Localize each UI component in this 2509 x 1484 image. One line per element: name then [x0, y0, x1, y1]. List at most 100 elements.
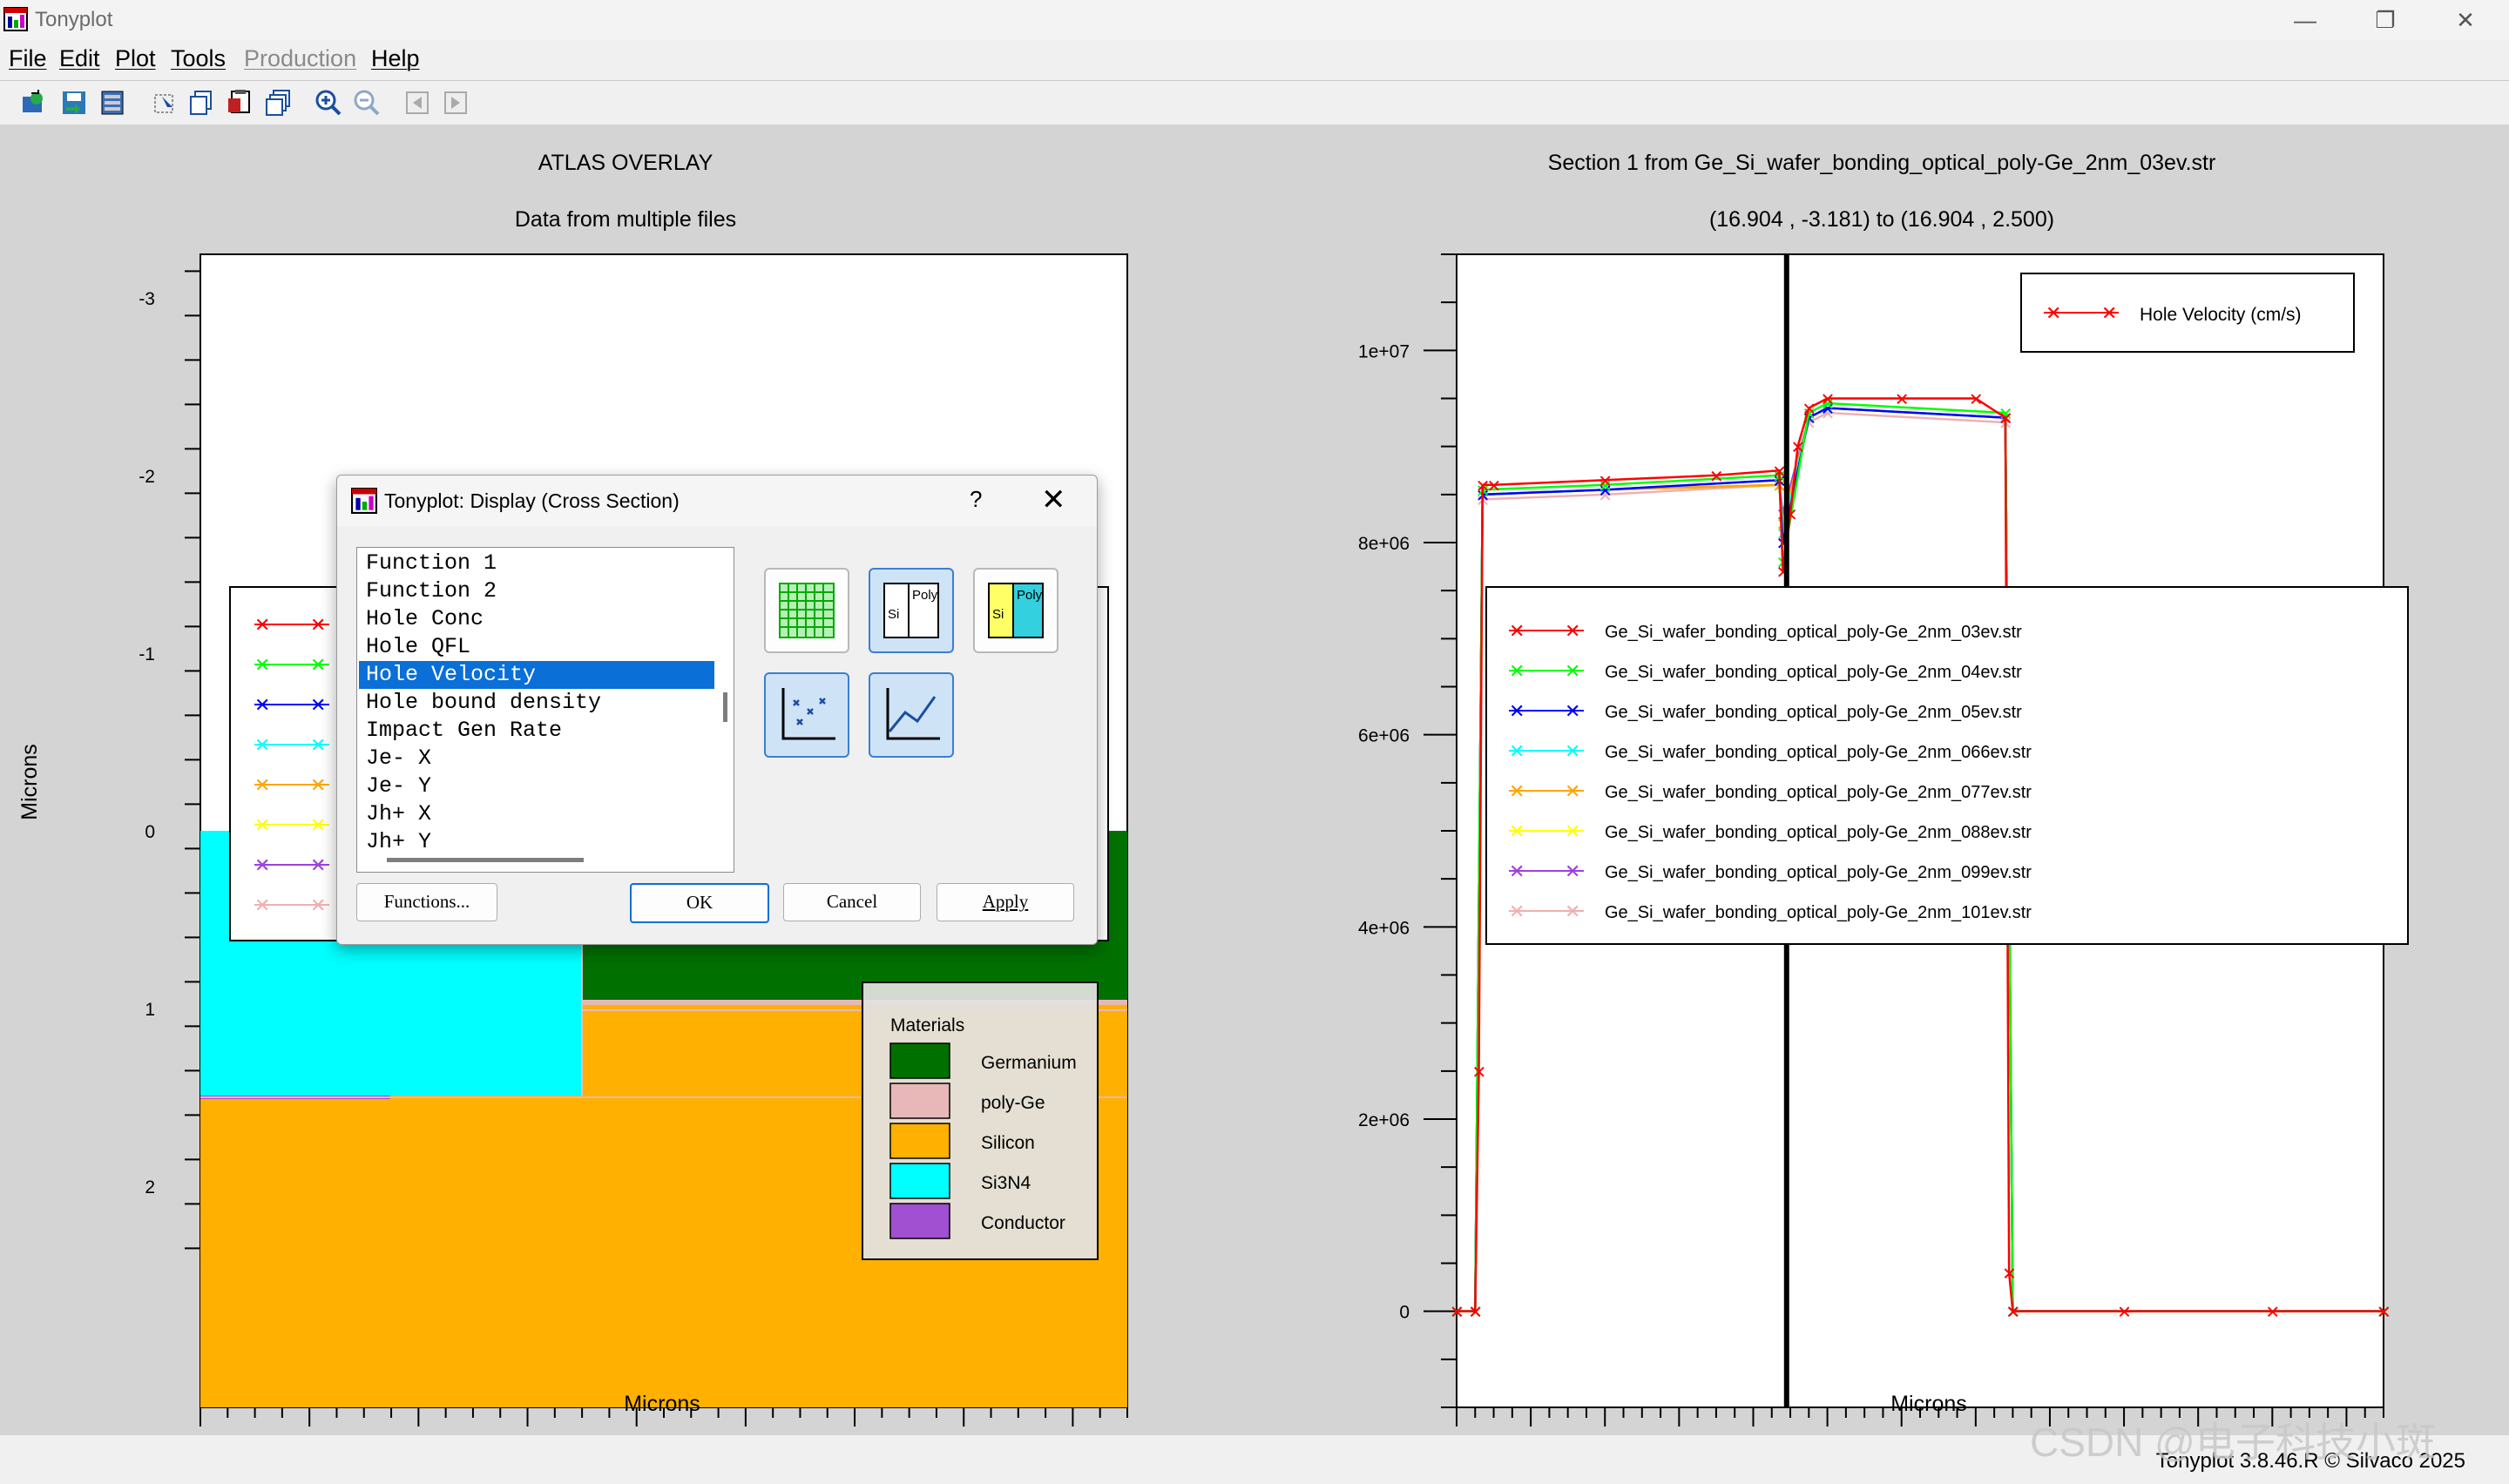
- list-item[interactable]: Je- X: [366, 745, 432, 771]
- quantity-listbox[interactable]: Function 1 Function 2 Hole Conc Hole QFL Hol…: [356, 547, 734, 873]
- scatter-axes-icon: [781, 688, 835, 740]
- svg-text:Poly: Poly: [1017, 588, 1043, 603]
- print-icon[interactable]: [98, 88, 127, 118]
- legend-series-label: Ge_Si_wafer_bonding_optical_poly-Ge_2nm_…: [1605, 743, 2032, 762]
- svg-text:✕: ✕: [2101, 302, 2117, 324]
- chart-data-point: ✕: [1468, 1304, 1483, 1323]
- listbox-horizontal-scrollbar[interactable]: [357, 849, 734, 872]
- dialog-close-button[interactable]: ✕: [1041, 483, 1066, 516]
- list-item[interactable]: Jh+ X: [366, 801, 432, 826]
- menu-file[interactable]: File: [9, 45, 47, 71]
- material-swatch: [889, 1083, 950, 1119]
- chart-xlabel: Microns: [1890, 1392, 1967, 1416]
- series-legend-box: [1485, 586, 2409, 945]
- left-y-tick-label: -1: [139, 644, 155, 664]
- load-icon[interactable]: [19, 88, 49, 118]
- chart-y-tick-label: 6e+06: [1358, 726, 1410, 746]
- chart-data-point: ✕: [1450, 1304, 1464, 1323]
- list-item[interactable]: Function 2: [366, 578, 497, 604]
- material-fill-button[interactable]: Si Poly: [973, 568, 1058, 653]
- svg-text:Si: Si: [888, 607, 899, 622]
- duplicate-icon[interactable]: [263, 88, 293, 118]
- left-plot-subtitle: Data from multiple files: [515, 207, 736, 232]
- listbox-vertical-scrollbar[interactable]: [716, 548, 734, 840]
- legend-marker: ✕: [1565, 901, 1580, 922]
- tonyplot-app-icon: [3, 7, 28, 31]
- zoom-in-icon[interactable]: [314, 88, 343, 118]
- redo-icon[interactable]: [441, 88, 470, 118]
- list-item[interactable]: Hole Velocity: [359, 661, 714, 689]
- chart-y-tick-label: 2e+06: [1358, 1110, 1410, 1130]
- minimize-button[interactable]: —: [2294, 7, 2316, 33]
- list-item[interactable]: Hole QFL: [366, 634, 471, 659]
- select-icon[interactable]: [150, 88, 179, 118]
- chart-data-point: ✕: [1487, 477, 1502, 496]
- version-label: Tonyplot 3.8.46.R © Silvaco 2025: [2155, 1449, 2465, 1473]
- scatter-display-button[interactable]: [764, 672, 849, 758]
- functions-button[interactable]: Functions...: [356, 883, 497, 921]
- chart-data-point: ✕: [2377, 1304, 2391, 1323]
- list-item[interactable]: Function 1: [366, 550, 497, 576]
- left-legend-marker: ✕: [254, 894, 270, 916]
- save-icon[interactable]: [59, 88, 89, 118]
- close-window-button[interactable]: ✕: [2456, 7, 2475, 33]
- menu-edit[interactable]: Edit: [59, 45, 100, 71]
- zoom-out-icon[interactable]: [352, 88, 382, 118]
- right-plot-pane[interactable]: Section 1 from Ge_Si_wafer_bonding_optic…: [1263, 125, 2509, 1432]
- menu-plot[interactable]: Plot: [115, 45, 156, 71]
- chart-data-point: ✕: [1598, 477, 1613, 496]
- material-label: Germanium: [981, 1053, 1077, 1073]
- copy-icon[interactable]: [186, 88, 216, 118]
- list-item[interactable]: Impact Gen Rate: [366, 718, 563, 743]
- chart-data-point: ✕: [2005, 1304, 2020, 1323]
- status-bar: Tonyplot 3.8.46.R © Silvaco 2025: [0, 1435, 2509, 1484]
- title-bar: Tonyplot — ❐ ✕: [0, 0, 2509, 40]
- apply-button[interactable]: Apply: [937, 883, 1074, 921]
- left-legend-marker: ✕: [254, 654, 270, 676]
- list-item[interactable]: Je- Y: [366, 773, 432, 799]
- menu-production[interactable]: Production: [244, 45, 357, 71]
- chart-data-point: ✕: [2005, 1304, 2020, 1323]
- line-display-button[interactable]: [869, 672, 954, 758]
- restore-button[interactable]: ❐: [2375, 7, 2396, 33]
- menu-help[interactable]: Help: [371, 45, 420, 71]
- chart-data-point: ✕: [1791, 439, 1806, 458]
- paste-icon[interactable]: [225, 88, 254, 118]
- chart-data-point: ✕: [2005, 1304, 2020, 1323]
- list-item[interactable]: Hole bound density: [366, 690, 602, 715]
- left-legend-marker: ✕: [254, 734, 270, 756]
- line-graph-icon: [886, 688, 940, 740]
- left-legend-marker: ✕: [254, 774, 270, 796]
- chart-subtitle: (16.904 , -3.181) to (16.904 , 2.500): [1709, 207, 2054, 232]
- ok-button[interactable]: OK: [630, 883, 769, 923]
- undo-icon[interactable]: [402, 88, 432, 118]
- legend-marker: ✕: [1509, 860, 1525, 882]
- left-y-tick-label: -3: [139, 289, 155, 309]
- menu-tools[interactable]: Tools: [171, 45, 227, 71]
- si3n4-region-lower: [200, 934, 582, 1096]
- region-outline-button[interactable]: Si Poly: [869, 568, 954, 653]
- cancel-button[interactable]: Cancel: [783, 883, 921, 921]
- left-plot-xlabel: Microns: [624, 1392, 700, 1416]
- chart-data-point: ✕: [1450, 1304, 1464, 1323]
- left-y-tick-label: 2: [145, 1177, 155, 1197]
- csdn-watermark: CSDN @电子科技小斑: [2030, 1420, 2436, 1465]
- chart-data-point: ✕: [2117, 1304, 2132, 1323]
- legend-marker: ✕: [1565, 780, 1580, 802]
- chart-data-point: ✕: [1468, 1304, 1483, 1323]
- chart-data-point: ✕: [1468, 1304, 1483, 1323]
- left-legend-marker: ✕: [254, 694, 270, 716]
- chart-data-point: ✕: [1468, 1304, 1483, 1323]
- legend-marker: ✕: [1565, 620, 1580, 642]
- mesh-grid-icon: [779, 583, 835, 638]
- chart-data-point: ✕: [1450, 1304, 1464, 1323]
- window-title: Tonyplot: [35, 8, 113, 31]
- mesh-display-button[interactable]: [764, 568, 849, 653]
- legend-marker: ✕: [1565, 740, 1580, 762]
- chart-data-point: ✕: [1450, 1304, 1464, 1323]
- list-item[interactable]: Hole Conc: [366, 606, 484, 631]
- dialog-help-button[interactable]: ?: [970, 486, 983, 512]
- chart-data-point: ✕: [1468, 1304, 1483, 1323]
- chart-data-point: ✕: [1598, 482, 1613, 501]
